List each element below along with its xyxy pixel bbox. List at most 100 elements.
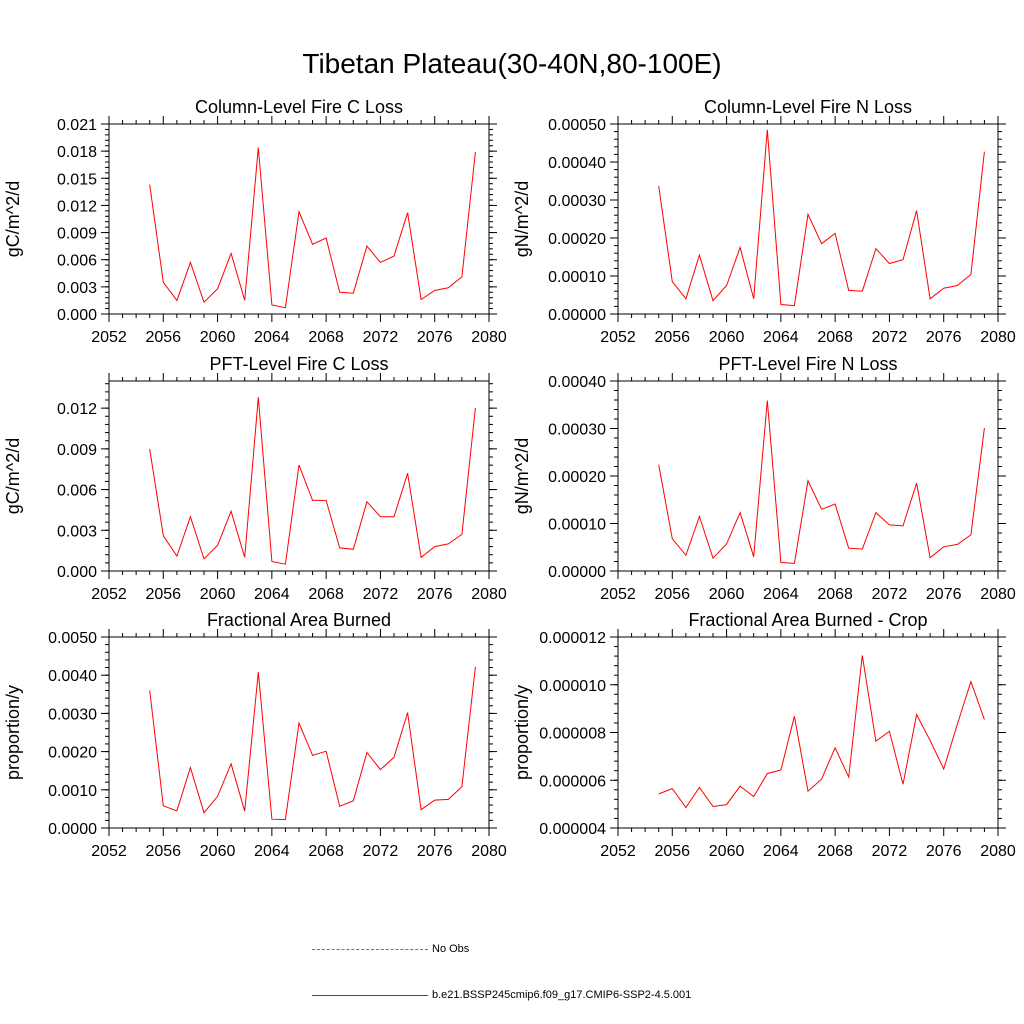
series-line-1 [658, 655, 985, 809]
x-tick-label: 2072 [363, 586, 399, 603]
x-tick-label: 2076 [417, 586, 453, 603]
x-tick-label: 2072 [363, 329, 399, 346]
panel-title: Column-Level Fire N Loss [704, 97, 912, 117]
x-tick-label: 2060 [200, 586, 236, 603]
x-tick-label: 2064 [763, 329, 799, 346]
series-line-1 [149, 147, 476, 309]
legend-label-obs: No Obs [432, 943, 470, 955]
y-tick-label: 0.012 [57, 401, 97, 418]
panel-title: Fractional Area Burned - Crop [688, 610, 927, 630]
x-tick-label: 2076 [417, 329, 453, 346]
y-tick-label: 0.000 [57, 564, 97, 581]
chart-panel-2: Column-Level Fire N Loss 2052 2056 2060 2064… [512, 97, 1016, 346]
x-tick-label: 2052 [91, 843, 127, 860]
x-tick-label: 2076 [926, 843, 962, 860]
y-tick-label: 0.00020 [548, 469, 606, 486]
x-tick-label: 2068 [308, 586, 344, 603]
y-tick-label: 0.000012 [539, 630, 606, 647]
panel-title: Column-Level Fire C Loss [195, 97, 403, 117]
x-tick-label: 2068 [817, 586, 853, 603]
y-tick-label: 0.021 [57, 117, 97, 134]
panel-title: Fractional Area Burned [207, 610, 391, 630]
y-tick-label: 0.00030 [548, 422, 606, 439]
y-axis-label: gC/m^2/d [3, 438, 23, 514]
y-tick-label: 0.00010 [548, 517, 606, 534]
y-tick-label: 0.018 [57, 144, 97, 161]
chart-panel-6: Fractional Area Burned - Crop 2052 2056 206… [512, 610, 1016, 860]
x-tick-label: 2056 [654, 329, 690, 346]
y-tick-label: 0.0050 [48, 630, 97, 647]
y-tick-label: 0.003 [57, 280, 97, 297]
panel-title: PFT-Level Fire C Loss [209, 354, 388, 374]
y-tick-label: 0.006 [57, 483, 97, 500]
y-tick-label: 0.012 [57, 198, 97, 215]
x-tick-label: 2052 [600, 843, 636, 860]
x-tick-label: 2064 [763, 843, 799, 860]
legend-swatch-model [312, 995, 428, 996]
x-tick-label: 2052 [600, 586, 636, 603]
y-tick-label: 0.009 [57, 442, 97, 459]
chart-panel-1: Column-Level Fire C Loss 2052 2056 2060 2064… [3, 97, 507, 346]
x-tick-label: 2076 [417, 843, 453, 860]
x-tick-label: 2068 [817, 329, 853, 346]
x-tick-label: 2068 [308, 329, 344, 346]
x-tick-label: 2052 [91, 329, 127, 346]
figure-title: Tibetan Plateau(30-40N,80-100E) [302, 48, 722, 79]
y-tick-label: 0.00040 [548, 155, 606, 172]
y-tick-label: 0.0000 [48, 821, 97, 838]
x-tick-label: 2068 [817, 843, 853, 860]
panel-title: PFT-Level Fire N Loss [718, 354, 897, 374]
y-tick-label: 0.0040 [48, 668, 97, 685]
x-tick-label: 2072 [872, 843, 908, 860]
x-tick-label: 2060 [200, 843, 236, 860]
plot-frame [617, 636, 999, 829]
x-tick-label: 2060 [709, 329, 745, 346]
series-line-1 [149, 397, 476, 565]
y-axis-label: gC/m^2/d [3, 181, 23, 257]
y-tick-label: 0.003 [57, 523, 97, 540]
x-tick-label: 2076 [926, 586, 962, 603]
x-tick-label: 2064 [254, 586, 290, 603]
x-tick-label: 2080 [980, 329, 1016, 346]
x-tick-label: 2056 [654, 843, 690, 860]
x-tick-label: 2056 [145, 329, 181, 346]
series-line-1 [658, 129, 985, 307]
y-tick-label: 0.000006 [539, 773, 606, 790]
x-tick-label: 2072 [363, 843, 399, 860]
x-tick-label: 2056 [654, 586, 690, 603]
x-tick-label: 2080 [980, 843, 1016, 860]
y-tick-label: 0.009 [57, 226, 97, 243]
x-tick-label: 2080 [471, 843, 507, 860]
chart-panel-5: Fractional Area Burned 2052 2056 2060 2064 20… [3, 610, 507, 860]
y-axis-label: gN/m^2/d [512, 438, 532, 514]
y-tick-label: 0.0030 [48, 706, 97, 723]
y-tick-label: 0.000010 [539, 678, 606, 695]
x-tick-label: 2060 [709, 586, 745, 603]
y-tick-label: 0.00020 [548, 231, 606, 248]
y-tick-label: 0.000008 [539, 726, 606, 743]
x-tick-label: 2076 [926, 329, 962, 346]
plot-frame [108, 636, 490, 829]
x-tick-label: 2060 [709, 843, 745, 860]
y-axis-label: gN/m^2/d [512, 181, 532, 257]
x-tick-label: 2064 [254, 843, 290, 860]
x-tick-label: 2064 [763, 586, 799, 603]
x-tick-label: 2080 [980, 586, 1016, 603]
legend-swatch-obs [312, 949, 428, 950]
x-tick-label: 2056 [145, 843, 181, 860]
series-line-1 [658, 400, 985, 564]
y-tick-label: 0.006 [57, 253, 97, 270]
x-tick-label: 2080 [471, 329, 507, 346]
y-tick-label: 0.0020 [48, 745, 97, 762]
y-tick-label: 0.00030 [548, 193, 606, 210]
x-tick-label: 2072 [872, 586, 908, 603]
legend-label-model: b.e21.BSSP245cmip6.f09_g17.CMIP6-SSP2-4.… [432, 989, 692, 1001]
x-tick-label: 2072 [872, 329, 908, 346]
x-tick-label: 2056 [145, 586, 181, 603]
x-tick-label: 2080 [471, 586, 507, 603]
x-tick-label: 2052 [600, 329, 636, 346]
y-tick-label: 0.000004 [539, 821, 606, 838]
y-tick-label: 0.00040 [548, 374, 606, 391]
x-tick-label: 2064 [254, 329, 290, 346]
y-tick-label: 0.00000 [548, 307, 606, 324]
